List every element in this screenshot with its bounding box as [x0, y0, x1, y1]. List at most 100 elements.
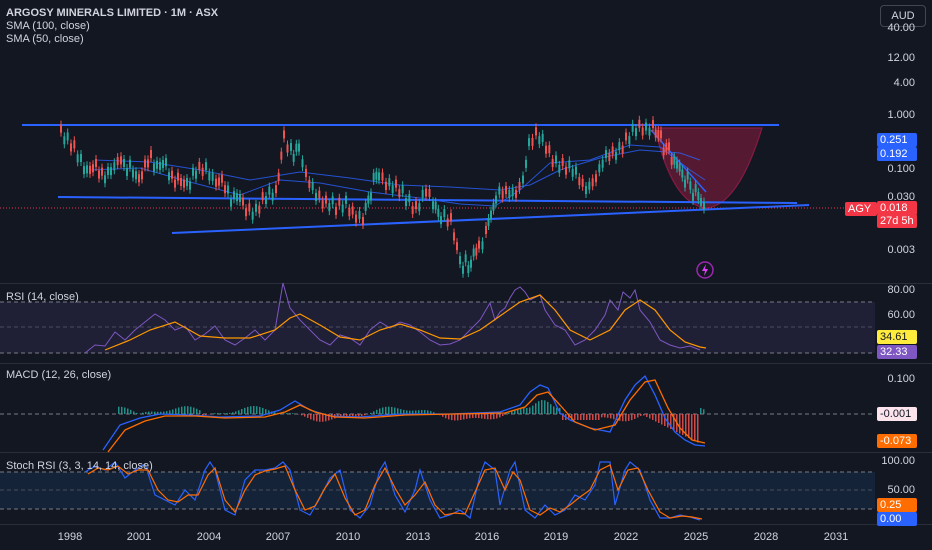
- price-tick: 0.003: [887, 244, 915, 256]
- currency-button[interactable]: AUD: [880, 5, 926, 27]
- candle-body: [76, 154, 79, 163]
- macd-hist-bar: [682, 414, 684, 435]
- price-tick: 0.030: [887, 191, 915, 203]
- macd-hist-bar: [598, 414, 600, 420]
- macd-hist-bar: [412, 410, 414, 414]
- candle-body: [315, 192, 317, 201]
- candle-body: [501, 190, 504, 199]
- macd-hist-bar: [364, 414, 366, 416]
- candle-body: [628, 136, 631, 145]
- macd-hist-bar: [322, 414, 324, 422]
- support-trendline-1: [57, 196, 798, 204]
- candle-body: [528, 138, 530, 147]
- candle-body: [86, 165, 88, 174]
- macd-hist-bar: [556, 407, 558, 414]
- candle-body: [621, 145, 624, 154]
- macd-hist-bar: [259, 406, 261, 414]
- candle-body: [126, 167, 128, 176]
- macd-hist-bar: [199, 410, 201, 414]
- candle-body: [275, 185, 277, 194]
- candle-body: [492, 202, 495, 211]
- macd-hist-bar: [133, 411, 135, 414]
- candle-body: [381, 172, 384, 181]
- signal-line: [107, 379, 706, 453]
- macd-legend[interactable]: MACD (12, 26, close): [6, 369, 112, 381]
- candle-body: [265, 196, 267, 205]
- macd-hist-bar: [646, 414, 648, 417]
- stoch-rsi-legend[interactable]: Stoch RSI (3, 3, 14, 14, close): [6, 460, 153, 472]
- time-tick: 2025: [683, 531, 709, 543]
- macd-hist-bar: [661, 414, 663, 425]
- macd-hist-bar: [496, 414, 498, 419]
- macd-hist-bar: [484, 414, 486, 419]
- macd-tick: 0.100: [887, 373, 915, 385]
- macd-hist-bar: [679, 414, 681, 434]
- time-tick: 2004: [196, 531, 222, 543]
- candle-body: [95, 159, 97, 168]
- macd-hist-bar: [268, 410, 270, 414]
- candle-body: [575, 166, 577, 175]
- candle-body: [123, 158, 125, 167]
- macd-hist-bar: [673, 414, 675, 431]
- candle-body: [268, 186, 271, 195]
- macd-hist-bar: [409, 410, 411, 414]
- candle-body: [681, 169, 684, 178]
- sma-50-legend[interactable]: SMA (50, close): [6, 33, 84, 45]
- macd-hist-bar: [343, 414, 345, 417]
- macd-hist-bar: [685, 414, 687, 437]
- macd-hist-bar: [307, 414, 309, 418]
- macd-hist-bar: [118, 406, 120, 414]
- candle-body: [367, 195, 370, 204]
- macd-hist-bar: [154, 411, 156, 414]
- price-tick: 12.00: [887, 52, 915, 64]
- macd-hist-bar: [217, 413, 219, 414]
- macd-hist-bar: [250, 406, 252, 414]
- macd-hist-bar: [274, 412, 276, 414]
- macd-hist-bar: [478, 414, 480, 419]
- time-tick: 2022: [613, 531, 639, 543]
- candle-body: [425, 188, 427, 197]
- macd-hist-bar: [532, 405, 534, 414]
- candle-body: [345, 195, 347, 204]
- candle-body: [89, 165, 91, 174]
- candle-body: [227, 185, 229, 194]
- macd-hist-bar: [223, 413, 225, 414]
- symbol-title[interactable]: ARGOSY MINERALS LIMITED · 1M · ASX: [6, 7, 219, 19]
- macd-hist-bar: [610, 414, 612, 419]
- sma-100-legend[interactable]: SMA (100, close): [6, 20, 90, 32]
- macd-hist-bar: [448, 414, 450, 420]
- candle-body: [174, 179, 176, 188]
- candle-body: [398, 189, 401, 198]
- macd-hist-bar: [631, 414, 633, 421]
- candle-body: [585, 186, 587, 195]
- candle-body: [487, 218, 490, 227]
- candle-body: [305, 168, 307, 177]
- macd-hist-bar: [559, 407, 561, 414]
- candle-body: [415, 201, 417, 210]
- pane-separator: [0, 524, 932, 525]
- macd-hist-bar: [541, 400, 543, 414]
- candle-body: [355, 214, 357, 223]
- time-tick: 2007: [265, 531, 291, 543]
- stoch-tick: 50.00: [887, 484, 915, 496]
- candle-body: [120, 156, 122, 165]
- rsi-legend[interactable]: RSI (14, close): [6, 291, 79, 303]
- stoch-tick: 100.00: [881, 455, 915, 467]
- candle-body: [113, 162, 116, 171]
- macd-hist-bar: [574, 414, 576, 420]
- macd-hist-bar: [235, 411, 237, 414]
- pane-separator: [0, 452, 932, 453]
- stoch-k-tag: 0.00: [877, 512, 917, 526]
- candle-body: [321, 200, 324, 209]
- candle-body: [508, 189, 511, 198]
- candle-body: [116, 157, 119, 166]
- candle-body: [280, 151, 283, 160]
- macd-hist-bar: [175, 408, 177, 414]
- candle-body: [676, 160, 678, 169]
- macd-hist-bar: [688, 414, 690, 438]
- candle-body: [601, 159, 604, 168]
- candle-body: [277, 172, 280, 181]
- sma-100-line: [94, 149, 701, 191]
- macd-hist-bar: [283, 413, 285, 414]
